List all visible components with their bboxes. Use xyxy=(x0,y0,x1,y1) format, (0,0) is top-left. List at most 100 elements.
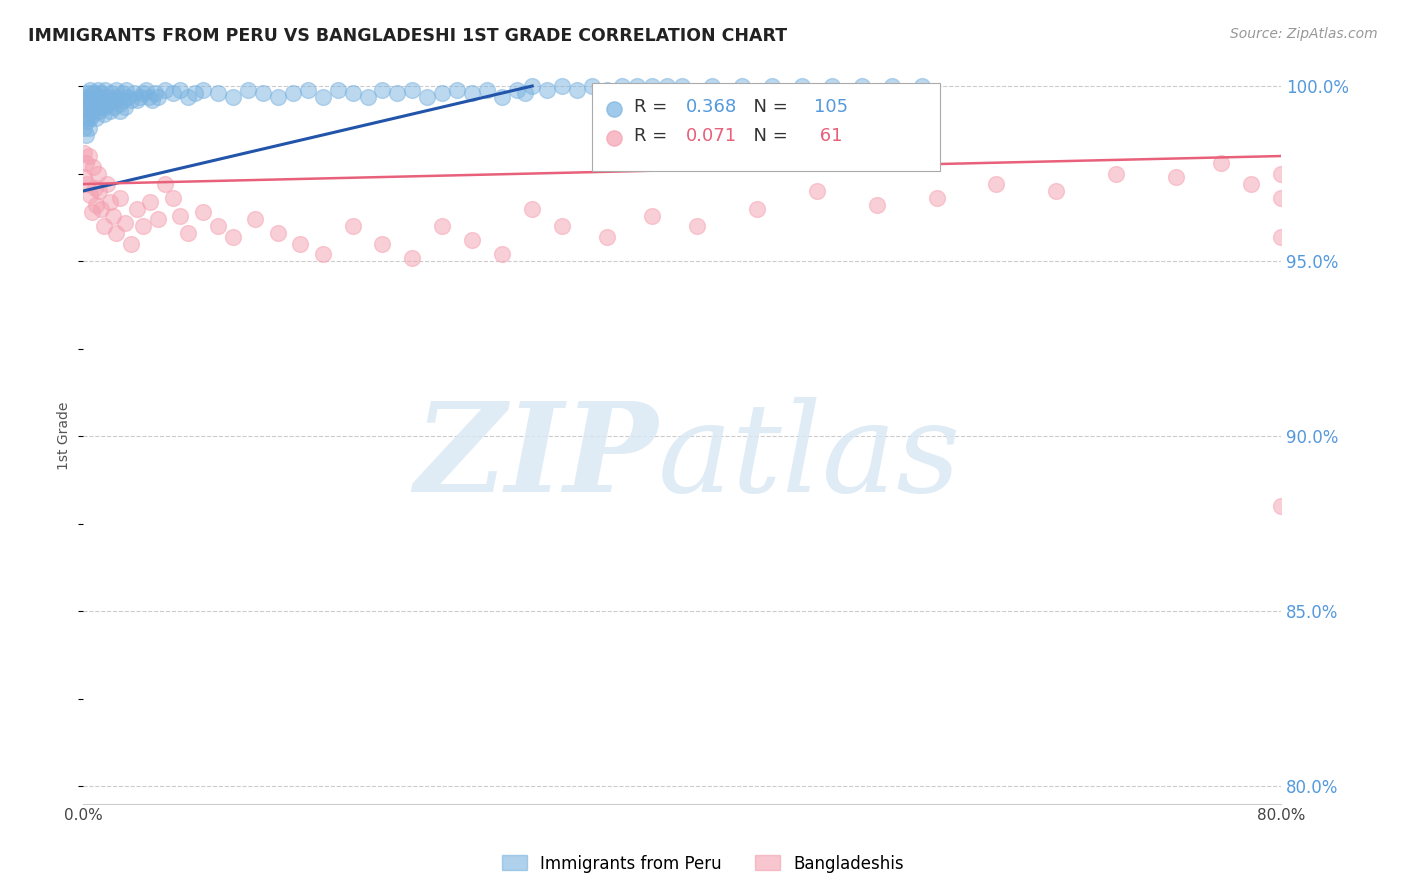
Point xyxy=(581,78,603,93)
Point xyxy=(461,233,484,247)
Point xyxy=(75,93,97,107)
Point xyxy=(522,78,544,93)
Point xyxy=(73,89,96,103)
Point xyxy=(910,78,932,93)
Point xyxy=(162,86,184,100)
Point xyxy=(73,103,96,118)
Point xyxy=(120,236,142,251)
Point xyxy=(288,236,311,251)
Point xyxy=(125,202,148,216)
Point xyxy=(596,229,619,244)
Point xyxy=(866,198,889,212)
Point xyxy=(104,82,127,96)
Text: N =: N = xyxy=(742,98,793,116)
Point xyxy=(132,219,155,233)
Point xyxy=(128,89,150,103)
Point xyxy=(146,89,169,103)
Point xyxy=(641,78,664,93)
Point xyxy=(821,78,844,93)
Text: R =: R = xyxy=(634,98,673,116)
Point xyxy=(87,167,110,181)
Point xyxy=(141,93,163,107)
Point xyxy=(100,86,122,100)
Point xyxy=(222,229,245,244)
Point xyxy=(311,247,333,261)
Point xyxy=(98,103,121,118)
Point xyxy=(125,93,148,107)
Point xyxy=(103,100,125,114)
Point xyxy=(236,82,259,96)
Point xyxy=(986,177,1008,191)
Point xyxy=(84,86,107,100)
Text: ZIP: ZIP xyxy=(415,397,658,519)
Point xyxy=(79,187,101,202)
Point xyxy=(731,78,754,93)
Point xyxy=(101,209,124,223)
Point xyxy=(432,219,454,233)
Point xyxy=(880,78,903,93)
Point xyxy=(1045,184,1067,198)
Point xyxy=(506,82,529,96)
Point xyxy=(89,184,111,198)
Point xyxy=(110,103,132,118)
Point xyxy=(356,89,378,103)
Point xyxy=(371,236,394,251)
Point xyxy=(146,212,169,227)
Point xyxy=(101,93,124,107)
Text: N =: N = xyxy=(742,128,793,145)
Point xyxy=(626,78,648,93)
Point xyxy=(169,82,191,96)
Point xyxy=(551,219,574,233)
Point xyxy=(86,111,108,125)
Point xyxy=(446,82,468,96)
Point xyxy=(266,89,288,103)
Point xyxy=(177,226,200,240)
Point xyxy=(281,86,304,100)
Point xyxy=(1270,229,1292,244)
Point xyxy=(96,89,118,103)
Text: 0.071: 0.071 xyxy=(686,128,737,145)
Point xyxy=(80,103,103,118)
Point xyxy=(155,82,177,96)
Point xyxy=(111,86,134,100)
Point xyxy=(207,219,229,233)
Text: R =: R = xyxy=(634,128,673,145)
Point xyxy=(596,82,619,96)
Point xyxy=(73,169,96,184)
Point xyxy=(98,194,121,209)
Point xyxy=(94,82,117,96)
Point xyxy=(162,191,184,205)
Point xyxy=(107,89,129,103)
Point xyxy=(245,212,267,227)
Point xyxy=(311,89,333,103)
Point xyxy=(115,82,138,96)
Point xyxy=(761,78,783,93)
Point xyxy=(655,78,678,93)
Point xyxy=(297,82,319,96)
Point xyxy=(122,86,145,100)
Point xyxy=(89,89,111,103)
Point xyxy=(73,145,96,160)
Text: 105: 105 xyxy=(814,98,848,116)
Point xyxy=(155,177,177,191)
Point xyxy=(700,78,723,93)
Point xyxy=(401,82,423,96)
Point xyxy=(114,215,136,229)
Point xyxy=(93,107,115,121)
Point xyxy=(477,82,499,96)
Point xyxy=(79,111,101,125)
Point xyxy=(97,96,120,111)
Point xyxy=(416,89,439,103)
Point xyxy=(90,202,112,216)
Point xyxy=(925,191,948,205)
Point xyxy=(565,82,588,96)
Point xyxy=(79,82,101,96)
Point xyxy=(87,82,110,96)
Point xyxy=(266,226,288,240)
Point xyxy=(75,111,97,125)
Point xyxy=(342,219,364,233)
Point xyxy=(112,93,135,107)
Point xyxy=(207,86,229,100)
Point xyxy=(671,78,693,93)
Point xyxy=(252,86,274,100)
